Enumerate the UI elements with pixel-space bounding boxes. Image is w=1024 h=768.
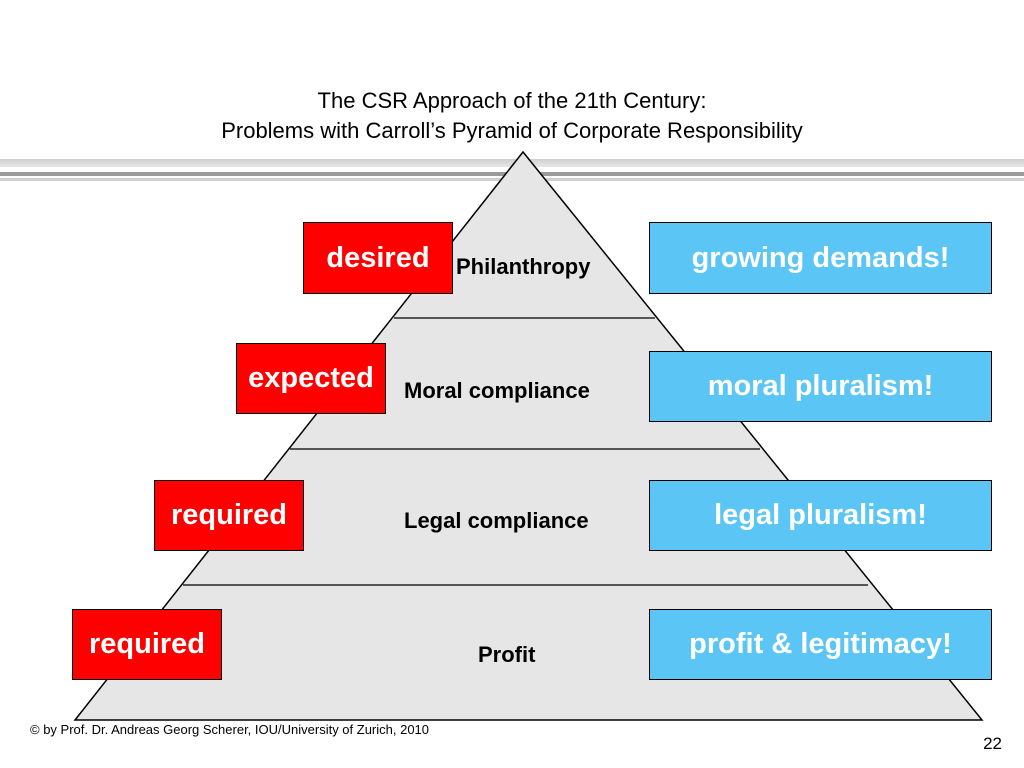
pyramid-level-legal-compliance: Legal compliance [404, 508, 589, 533]
tag-box-required-legal: required [154, 480, 304, 551]
slide-title-line-2: Problems with Carroll’s Pyramid of Corpo… [221, 118, 803, 143]
issue-box-growing-demands: growing demands! [649, 222, 992, 294]
pyramid-shape [73, 150, 984, 721]
footer-copyright: © by Prof. Dr. Andreas Georg Scherer, IO… [30, 722, 430, 737]
page-number: 22 [983, 734, 1002, 753]
title-rule-light [0, 159, 1024, 167]
pyramid-level-moral-compliance: Moral compliance [404, 378, 590, 403]
issue-box-moral-pluralism: moral pluralism! [649, 351, 992, 422]
tag-box-expected: expected [236, 343, 386, 414]
issue-box-profit-legitimacy: profit & legitimacy! [649, 609, 992, 680]
pyramid-level-philanthropy: Philanthropy [456, 254, 591, 279]
pyramid-level-profit: Profit [478, 642, 536, 667]
slide-title-line-1: The CSR Approach of the 21th Century: [317, 88, 707, 113]
tag-box-required-profit: required [72, 609, 222, 680]
issue-box-legal-pluralism: legal pluralism! [649, 480, 992, 551]
tag-box-desired: desired [303, 222, 453, 294]
